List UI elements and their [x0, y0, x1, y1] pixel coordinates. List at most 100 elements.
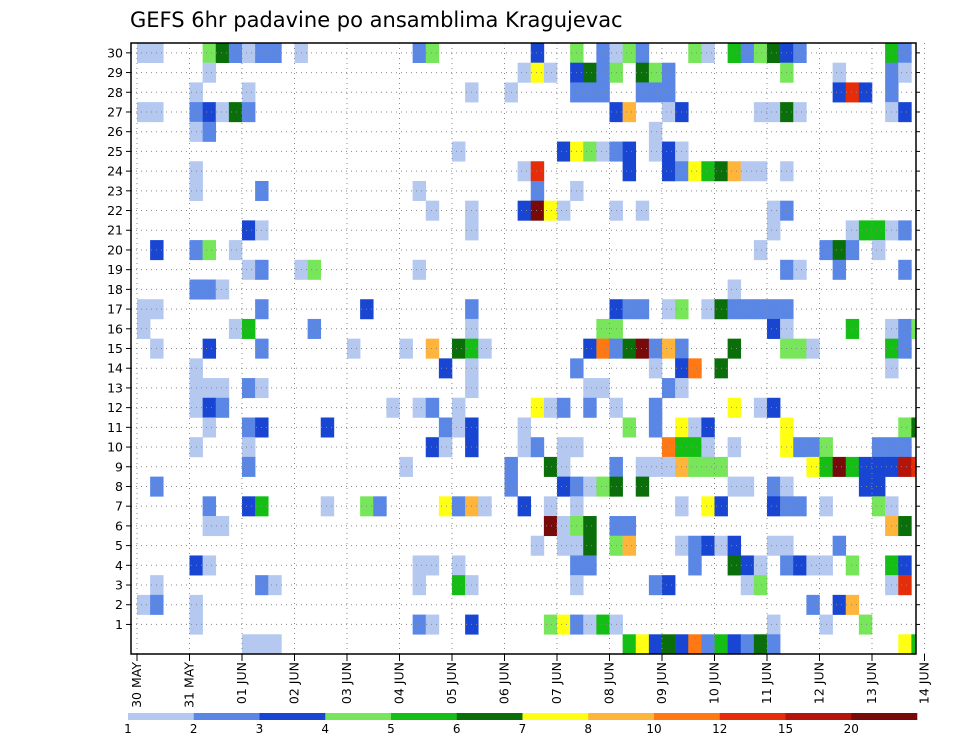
heatmap-cell: [622, 141, 637, 162]
y-tick-label: 14: [107, 361, 123, 376]
legend-swatch: [391, 713, 458, 720]
y-tick-label: 26: [107, 124, 123, 139]
heatmap-cell: [347, 338, 361, 359]
heatmap-cell: [622, 161, 637, 182]
heatmap-cell: [767, 535, 781, 556]
heatmap-cell: [753, 43, 768, 64]
heatmap-cell: [740, 555, 755, 576]
legend-label: 1: [124, 722, 132, 736]
heatmap-cell: [688, 456, 702, 477]
heatmap-cell: [806, 437, 820, 458]
heatmap-cell: [202, 417, 217, 438]
heatmap-cell: [242, 259, 256, 280]
y-tick-label: 24: [107, 164, 123, 179]
heatmap-cell: [242, 456, 256, 477]
heatmap-cell: [767, 318, 781, 339]
heatmap-cell: [648, 141, 663, 162]
heatmap-cell: [137, 102, 151, 123]
heatmap-cell: [452, 555, 466, 576]
heatmap-cell: [648, 417, 663, 438]
y-tick-label: 28: [107, 85, 123, 100]
heatmap-cell: [412, 180, 427, 201]
heatmap-cell: [635, 456, 650, 477]
heatmap-cell: [832, 259, 847, 280]
heatmap-cell: [583, 378, 597, 399]
heatmap-cell: [596, 43, 610, 64]
heatmap-cell: [753, 240, 768, 261]
heatmap-cell: [268, 575, 282, 596]
heatmap-cell: [753, 634, 768, 655]
heatmap-cell: [412, 575, 427, 596]
x-tick-label: 09 JUN: [654, 662, 669, 704]
heatmap-cell: [740, 634, 755, 655]
x-tick-label: 01 JUN: [234, 662, 249, 704]
y-tick-label: 1: [115, 617, 123, 632]
y-tick-label: 17: [107, 302, 123, 317]
heatmap-cell: [242, 417, 256, 438]
heatmap-cell: [543, 516, 558, 537]
heatmap-cell: [242, 634, 256, 655]
heatmap-cell: [242, 220, 256, 241]
heatmap-cell: [412, 555, 427, 576]
y-tick-label: 8: [115, 479, 123, 494]
heatmap-cell: [517, 62, 532, 83]
heatmap-cell: [845, 555, 860, 576]
heatmap-cell: [622, 43, 637, 64]
heatmap-cell: [452, 575, 466, 596]
heatmap-cell: [242, 378, 256, 399]
heatmap-cell: [727, 299, 742, 320]
heatmap-cell: [596, 378, 610, 399]
heatmap-cell: [137, 318, 151, 339]
heatmap-cell: [898, 220, 912, 241]
heatmap-cell: [583, 555, 597, 576]
heatmap-cell: [215, 43, 230, 64]
heatmap-cell: [425, 43, 440, 64]
heatmap-cell: [583, 141, 597, 162]
heatmap-cell: [530, 43, 545, 64]
heatmap-cell: [740, 299, 755, 320]
heatmap-cell: [543, 62, 558, 83]
heatmap-cell: [557, 200, 571, 221]
heatmap-cell: [662, 82, 676, 103]
heatmap-cell: [622, 102, 637, 123]
heatmap-cell: [727, 279, 742, 300]
y-tick-label: 25: [107, 144, 123, 159]
legend-label: 6: [453, 722, 461, 736]
heatmap-cell: [320, 496, 335, 517]
heatmap-cell: [543, 200, 558, 221]
heatmap-cell: [688, 555, 702, 576]
heatmap-cell: [452, 417, 466, 438]
heatmap-cell: [596, 476, 610, 497]
heatmap-cell: [767, 299, 781, 320]
heatmap-cell: [583, 82, 597, 103]
heatmap-cell: [701, 496, 715, 517]
y-tick-label: 10: [107, 440, 123, 455]
heatmap-cell: [242, 102, 256, 123]
heatmap-cell: [858, 456, 873, 477]
heatmap-cell: [898, 634, 912, 655]
heatmap-cell: [832, 535, 847, 556]
heatmap-cell: [622, 417, 637, 438]
legend-label: 4: [321, 722, 329, 736]
x-tick-label: 12 JUN: [812, 662, 827, 704]
heatmap-cell: [898, 259, 912, 280]
heatmap-cell: [622, 634, 637, 655]
heatmap-cell: [688, 634, 702, 655]
heatmap-cell: [662, 141, 676, 162]
heatmap-cell: [557, 516, 571, 537]
heatmap-cell: [688, 161, 702, 182]
heatmap-cell: [753, 555, 768, 576]
y-tick-label: 20: [107, 242, 123, 257]
legend-swatch: [588, 713, 655, 720]
heatmap-cell: [767, 397, 781, 418]
y-tick-label: 23: [107, 183, 123, 198]
heatmap-cell: [753, 299, 768, 320]
heatmap-cell: [845, 82, 860, 103]
heatmap-cell: [832, 240, 847, 261]
legend-swatch: [654, 713, 721, 720]
heatmap-cell: [858, 220, 873, 241]
heatmap-cell: [740, 476, 755, 497]
y-tick-label: 21: [107, 223, 123, 238]
heatmap-cell: [202, 516, 217, 537]
heatmap-cell: [793, 102, 807, 123]
